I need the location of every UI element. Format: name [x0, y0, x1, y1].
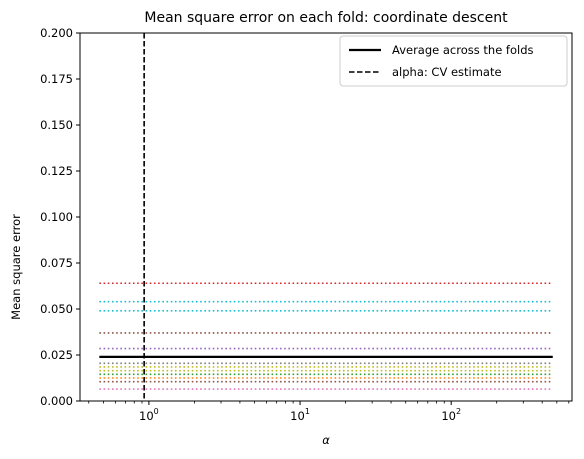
y-tick-label-0: 0.000: [40, 394, 73, 408]
legend-average-label: Average across the folds: [392, 43, 534, 57]
y-tick-label-4: 0.100: [40, 210, 73, 224]
plot-area: 0.000 0.025 0.050 0.075 0.100 0.125 0.150 0.175…: [40, 26, 573, 423]
y-tick-label-6: 0.150: [40, 118, 73, 132]
x-tick-label-2: 102: [441, 407, 461, 423]
y-axis-label: Mean square error: [9, 214, 23, 320]
legend: Average across the folds alpha: CV estim…: [339, 35, 568, 87]
y-tick-label-3: 0.075: [40, 256, 73, 270]
y-tick-label-7: 0.175: [40, 72, 73, 86]
legend-box: [339, 35, 568, 87]
legend-alpha-label: alpha: CV estimate: [392, 65, 502, 79]
chart-title: Mean square error on each fold: coordina…: [144, 10, 508, 26]
y-tick-label-8: 0.200: [40, 26, 73, 40]
y-tick-label-2: 0.050: [40, 302, 73, 316]
x-tick-label-1: 101: [290, 407, 310, 423]
x-axis-label: α: [322, 433, 330, 447]
y-tick-label-1: 0.025: [40, 348, 73, 362]
y-tick-label-5: 0.125: [40, 164, 73, 178]
x-tick-label-0: 100: [139, 407, 159, 423]
